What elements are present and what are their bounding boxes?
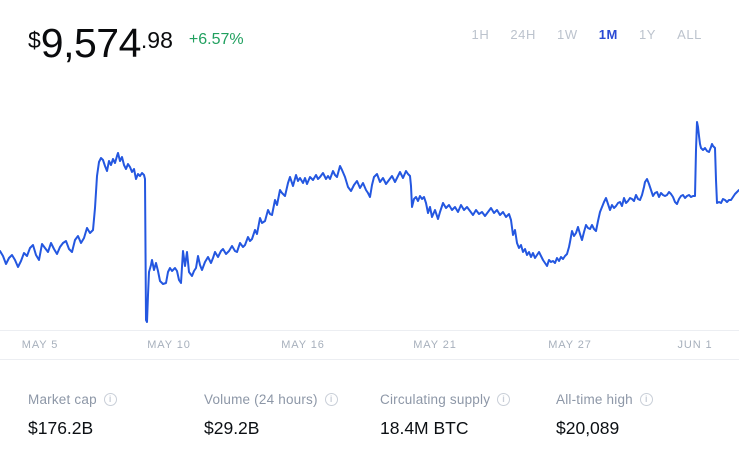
info-icon[interactable]: i (103, 393, 117, 406)
range-button-1y[interactable]: 1Y (638, 27, 657, 42)
range-button-24h[interactable]: 24H (510, 27, 536, 42)
x-axis-label: MAY 27 (548, 339, 592, 351)
x-axis-label: JUN 1 (677, 339, 713, 351)
info-icon[interactable]: i (497, 393, 511, 406)
x-axis-label: MAY 16 (281, 339, 325, 351)
price-change-percent: +6.57% (188, 31, 244, 48)
x-axis-label: MAY 21 (413, 339, 457, 351)
stat-volume-24-hours: Volume (24 hours) i $29.2B (204, 392, 380, 439)
currency-symbol: $ (28, 27, 41, 53)
price-chart-svg (0, 121, 739, 323)
range-button-all[interactable]: ALL (677, 27, 702, 42)
info-icon[interactable]: i (324, 393, 338, 406)
price-chart[interactable] (0, 0, 739, 330)
x-axis-label: MAY 10 (147, 339, 191, 351)
stat-value: $20,089 (556, 418, 620, 438)
range-button-1m[interactable]: 1M (598, 27, 618, 42)
time-range-selector: 1H 24H 1W 1M 1Y ALL (472, 27, 703, 42)
info-icon[interactable]: i (639, 393, 653, 406)
stat-label-text: All-time high (556, 392, 633, 407)
x-axis-label: MAY 5 (21, 339, 59, 351)
x-axis-band: MAY 5 MAY 10 MAY 16 MAY 21 MAY 27 JUN 1 (0, 330, 739, 360)
range-button-1w[interactable]: 1W (556, 27, 578, 42)
stat-label: Market cap i (28, 392, 204, 407)
stat-all-time-high: All-time high i $20,089 (556, 392, 732, 439)
current-price: $ 9,574 .98 +6.57% (28, 20, 244, 66)
stat-label-text: Volume (24 hours) (204, 392, 318, 407)
stat-value: $176.2B (28, 418, 94, 438)
stat-value: 18.4M BTC (380, 418, 469, 438)
range-button-1h[interactable]: 1H (471, 27, 490, 42)
stat-label: All-time high i (556, 392, 732, 407)
stat-circulating-supply: Circulating supply i 18.4M BTC (380, 392, 556, 439)
stats-row: Market cap i $176.2B Volume (24 hours) i $29.… (28, 392, 732, 439)
price-line-series (0, 121, 739, 323)
stat-label: Circulating supply i (380, 392, 556, 407)
stat-value: $29.2B (204, 418, 260, 438)
stat-market-cap: Market cap i $176.2B (28, 392, 204, 439)
stat-label: Volume (24 hours) i (204, 392, 380, 407)
price-integer: 9,574 (40, 20, 142, 66)
stat-label-text: Circulating supply (380, 392, 491, 407)
stat-label-text: Market cap (28, 392, 97, 407)
price-decimal: .98 (140, 27, 173, 53)
